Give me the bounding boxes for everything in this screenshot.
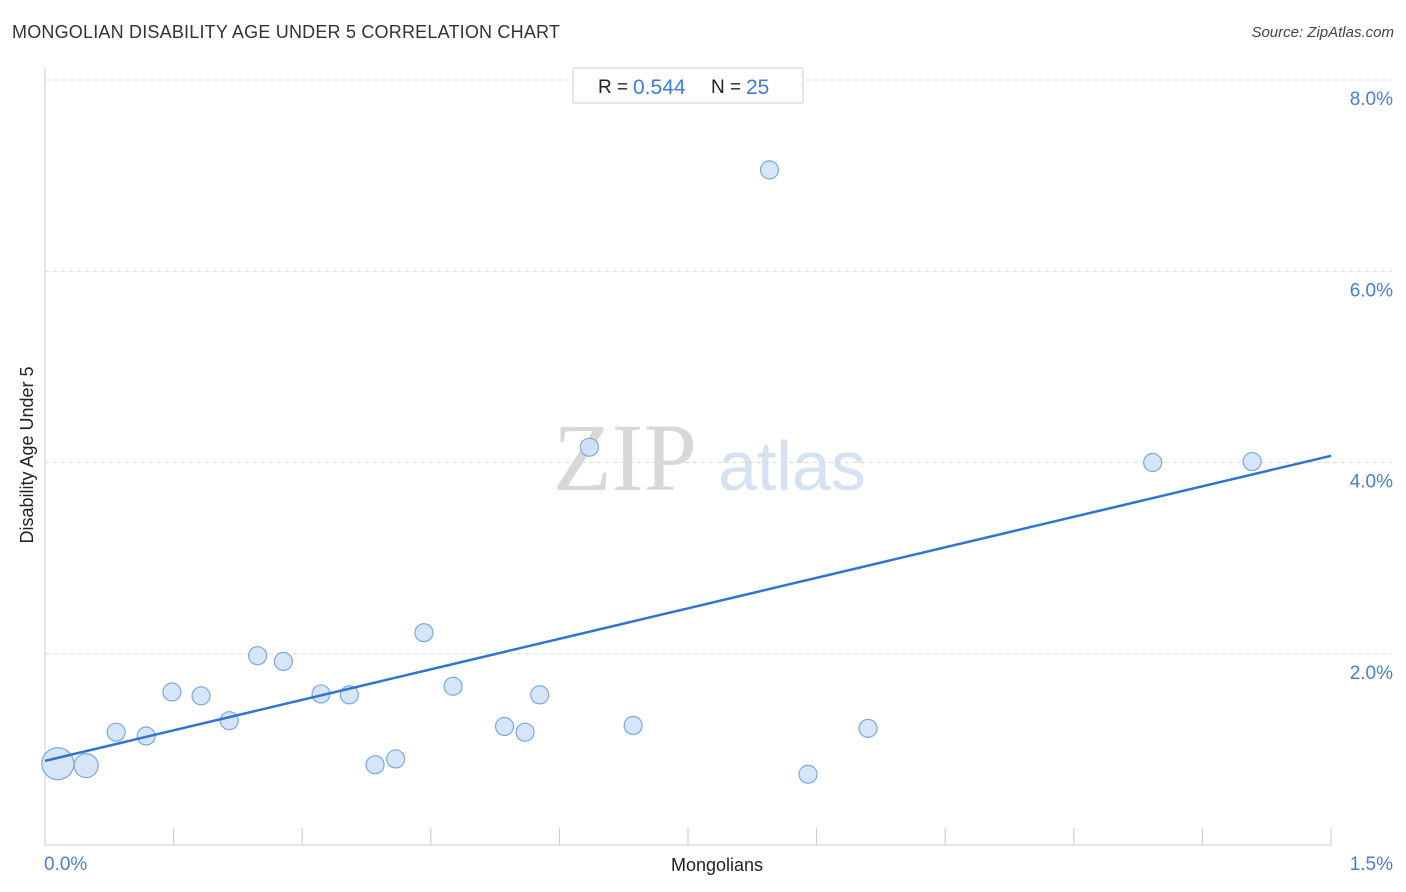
- scatter-point: [1143, 452, 1163, 473]
- scatter-point: [162, 682, 182, 702]
- scatter-point: [106, 722, 126, 742]
- scatter-point: [530, 685, 550, 705]
- chart-title: MONGOLIAN DISABILITY AGE UNDER 5 CORRELA…: [12, 22, 561, 42]
- trendline-group: [44, 454, 1332, 763]
- x-tick-label: 1.5%: [1350, 854, 1393, 875]
- scatter-point: [273, 651, 293, 672]
- y-tick-label: 8.0%: [1350, 89, 1393, 110]
- stats-box-frame: [572, 67, 804, 104]
- scatter-point: [494, 716, 515, 737]
- scatter-point: [858, 718, 878, 738]
- scatter-point: [1242, 451, 1262, 472]
- scatter-point: [515, 722, 535, 742]
- watermark-zip: ZIP: [553, 404, 697, 511]
- r-value: 0.544: [633, 76, 686, 99]
- scatter-point: [623, 715, 643, 736]
- y-tick-label: 4.0%: [1350, 472, 1393, 493]
- trendline: [44, 454, 1332, 763]
- watermark-atlas: atlas: [718, 427, 866, 505]
- r-label: R =: [598, 77, 628, 98]
- y-tick-labels: 2.0% 4.0% 6.0% 8.0%: [1350, 89, 1393, 684]
- x-tick-marks: [44, 828, 1332, 845]
- source-credit: Source: ZipAtlas.com: [1251, 24, 1394, 41]
- n-value: 25: [746, 76, 769, 99]
- x-axis-label: Mongolians: [671, 855, 763, 875]
- gridlines: [45, 79, 1392, 655]
- y-axis-label: Disability Age Under 5: [17, 366, 37, 543]
- scatter-point: [191, 686, 211, 706]
- scatter-point: [579, 437, 600, 457]
- scatter-point: [414, 623, 434, 643]
- n-label: N =: [711, 77, 741, 98]
- scatter-point: [386, 749, 406, 769]
- scatter-point: [365, 755, 385, 775]
- x-tick-labels: 0.0% 1.5%: [44, 854, 1393, 875]
- scatter-point: [248, 646, 268, 666]
- y-tick-label: 2.0%: [1350, 663, 1393, 684]
- stats-box: R = 0.544 N = 25: [572, 67, 804, 104]
- scatter-point: [759, 160, 780, 180]
- x-tick-label: 0.0%: [44, 854, 87, 875]
- scatter-point: [73, 753, 99, 779]
- scatter-point: [443, 676, 463, 696]
- y-tick-label: 6.0%: [1350, 280, 1393, 301]
- scatter-point: [41, 747, 75, 781]
- scatter-point: [798, 764, 818, 784]
